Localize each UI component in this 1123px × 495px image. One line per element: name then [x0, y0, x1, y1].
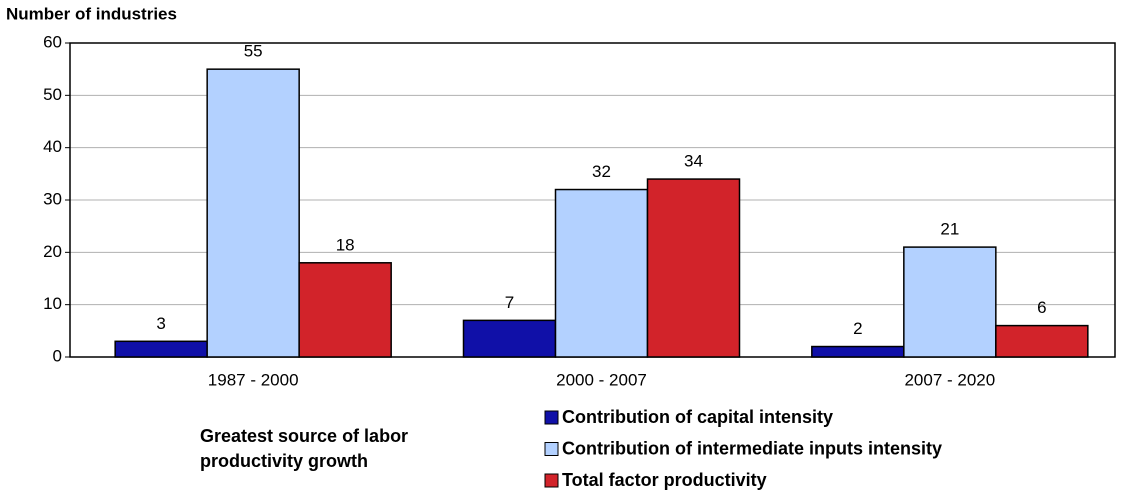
legend-swatch	[544, 410, 559, 425]
bar	[646, 178, 741, 358]
data-label: 7	[505, 293, 514, 312]
bar	[811, 345, 905, 358]
data-label: 2	[853, 319, 862, 338]
y-axis-label: Number of industries	[6, 4, 177, 23]
y-tick-label: 60	[43, 32, 62, 51]
legend-swatch	[544, 442, 559, 456]
bar	[114, 340, 208, 358]
y-tick-label: 0	[53, 346, 62, 365]
legend-title: Greatest source of labor	[200, 426, 408, 446]
x-tick-label: 1987 - 2000	[208, 370, 299, 389]
y-tick-label: 50	[43, 85, 62, 104]
y-tick-label: 40	[43, 137, 62, 156]
x-tick-label: 2000 - 2007	[556, 370, 647, 389]
legend-label: Contribution of intermediate inputs inte…	[562, 438, 942, 458]
data-label: 55	[244, 42, 263, 61]
x-tick-label: 2007 - 2020	[904, 370, 995, 389]
legend-swatch	[544, 473, 559, 488]
data-label: 21	[940, 220, 959, 239]
y-tick-label: 30	[43, 189, 62, 208]
legend-title: productivity growth	[200, 451, 368, 471]
y-tick-label: 20	[43, 242, 62, 261]
data-label: 3	[156, 314, 165, 333]
data-label: 6	[1037, 298, 1046, 317]
bar	[206, 68, 300, 358]
bar	[554, 188, 649, 358]
bar	[995, 324, 1089, 358]
bar	[298, 262, 392, 358]
data-label: 32	[592, 162, 611, 181]
data-label: 18	[336, 235, 355, 254]
legend-label: Contribution of capital intensity	[562, 407, 833, 427]
y-tick-label: 10	[43, 294, 62, 313]
bar	[462, 319, 557, 358]
legend-label: Total factor productivity	[562, 470, 767, 490]
data-label: 34	[684, 152, 703, 171]
bar	[903, 246, 997, 358]
